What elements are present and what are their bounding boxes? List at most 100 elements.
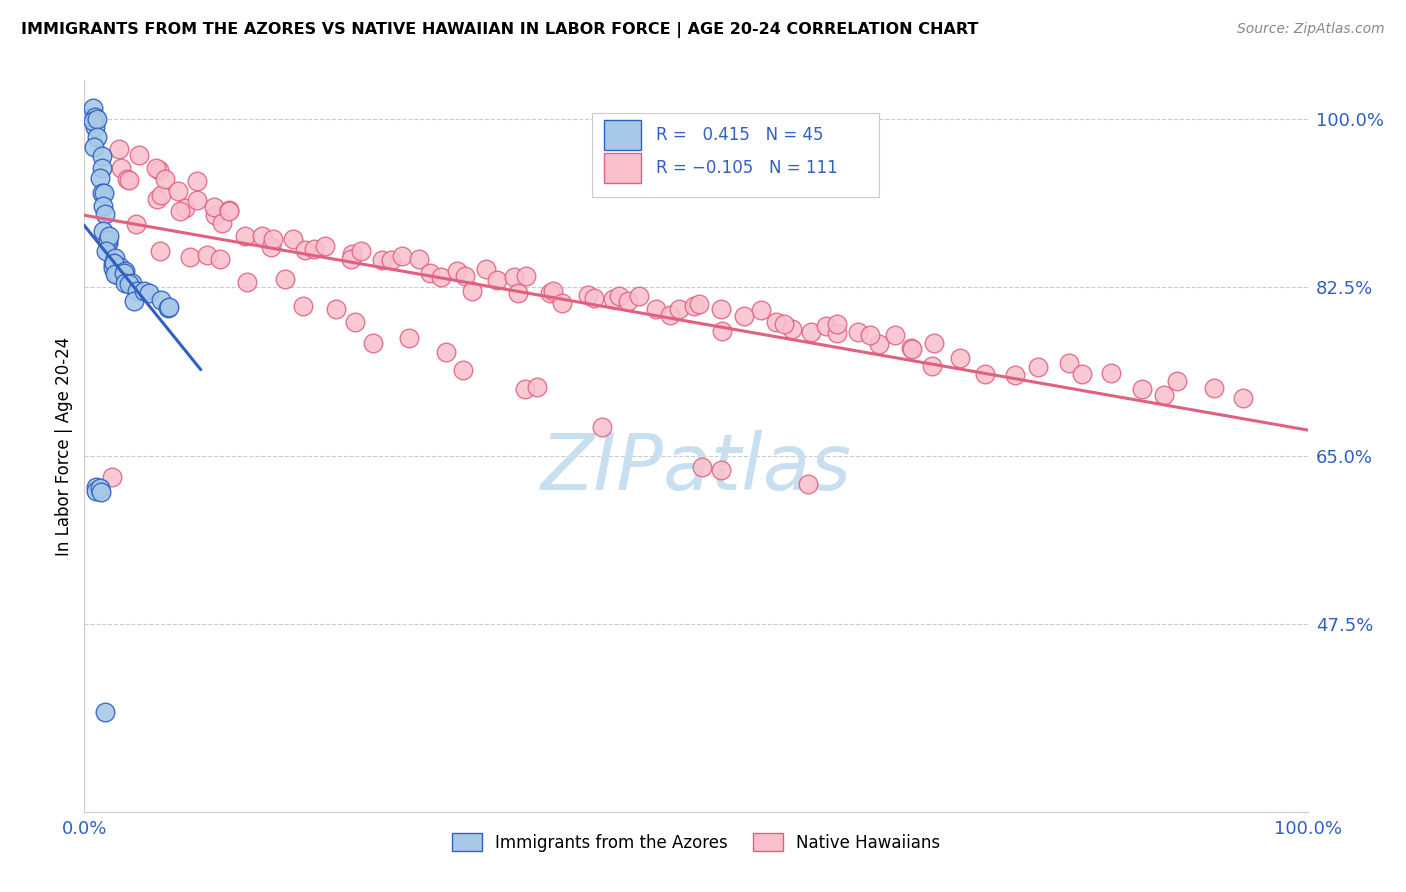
Point [83, 140, 105, 154]
Point [115, 172, 138, 186]
Point [89, 171, 111, 186]
Point [900, 342, 922, 356]
Point [101, 261, 124, 276]
Point [408, 252, 430, 267]
Point [110, 161, 132, 175]
Point [84, 483, 107, 498]
Point [515, 269, 537, 284]
Point [157, 301, 180, 315]
Point [98, 228, 121, 243]
Point [825, 326, 848, 340]
Legend: Immigrants from the Azores, Native Hawaiians: Immigrants from the Azores, Native Hawai… [446, 826, 946, 858]
Point [486, 273, 509, 287]
Point [112, 266, 135, 280]
Point [1232, 391, 1254, 405]
Point [91, 199, 114, 213]
Point [398, 331, 420, 345]
Point [108, 142, 131, 156]
Point [325, 301, 347, 316]
Point [91, 186, 114, 200]
Point [96, 244, 118, 258]
Point [128, 148, 150, 162]
Point [79, 110, 101, 124]
Text: IMMIGRANTS FROM THE AZORES VS NATIVE HAWAIIAN IN LABOR FORCE | AGE 20-24 CORRELA: IMMIGRANTS FROM THE AZORES VS NATIVE HAW… [21, 22, 979, 38]
Point [800, 326, 823, 340]
Point [260, 240, 283, 254]
Point [89, 481, 111, 495]
Point [825, 317, 848, 331]
Point [973, 367, 995, 381]
Point [93, 705, 115, 719]
Point [363, 335, 385, 350]
Point [107, 267, 129, 281]
Point [186, 174, 208, 188]
Point [628, 289, 651, 303]
Point [1166, 375, 1188, 389]
Point [294, 243, 316, 257]
Point [84, 111, 107, 125]
Point [314, 239, 336, 253]
Point [121, 276, 143, 290]
Point [380, 253, 402, 268]
Point [607, 289, 630, 303]
Point [454, 268, 477, 283]
Point [765, 315, 787, 329]
Point [93, 186, 115, 201]
Point [690, 460, 713, 475]
Point [84, 480, 107, 494]
Point [149, 244, 172, 259]
Point [124, 293, 146, 308]
Point [1130, 382, 1153, 396]
Point [114, 277, 136, 291]
Point [97, 233, 120, 247]
Point [526, 380, 548, 394]
Point [582, 291, 605, 305]
Point [202, 200, 225, 214]
Point [218, 203, 240, 218]
Point [104, 267, 127, 281]
Point [114, 263, 136, 277]
Point [921, 359, 943, 373]
Point [86, 112, 108, 127]
Point [541, 284, 564, 298]
Point [86, 129, 108, 144]
Point [949, 351, 972, 365]
Point [859, 328, 882, 343]
Point [208, 252, 231, 266]
Point [149, 187, 172, 202]
Point [576, 288, 599, 302]
Point [419, 266, 441, 280]
Point [751, 302, 773, 317]
Point [157, 301, 180, 315]
Point [145, 161, 167, 176]
Point [82, 114, 104, 128]
Point [645, 302, 668, 317]
Point [101, 469, 124, 483]
Point [91, 224, 114, 238]
Point [97, 236, 120, 251]
Point [105, 267, 128, 281]
Point [349, 244, 371, 258]
Point [461, 285, 484, 299]
Point [538, 285, 561, 300]
Point [617, 294, 640, 309]
Point [250, 229, 273, 244]
Point [204, 208, 226, 222]
Point [169, 204, 191, 219]
Point [710, 324, 733, 338]
Bar [605, 153, 641, 184]
Point [710, 463, 733, 477]
Point [1099, 366, 1122, 380]
Point [150, 293, 173, 307]
Point [104, 251, 127, 265]
Point [211, 216, 233, 230]
Point [262, 232, 284, 246]
Point [1202, 381, 1225, 395]
Point [901, 342, 924, 356]
Point [125, 284, 148, 298]
Point [218, 204, 240, 219]
Point [446, 263, 468, 277]
Point [797, 477, 820, 491]
Point [148, 163, 170, 178]
Point [118, 277, 141, 291]
